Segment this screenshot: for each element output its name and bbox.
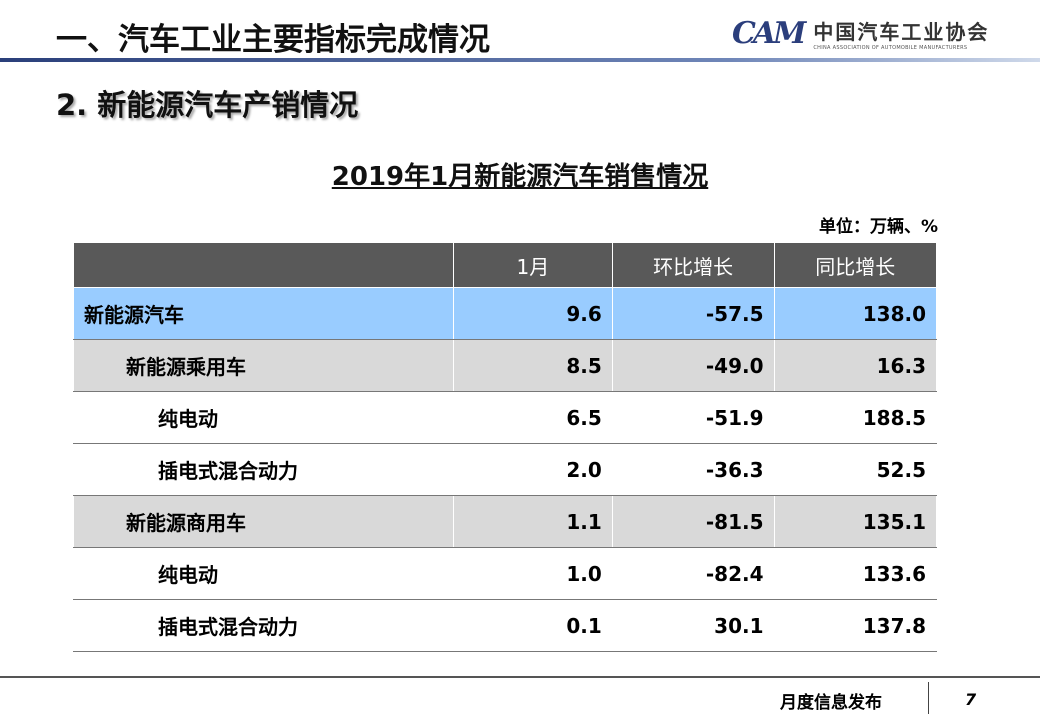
cell-value: 133.6 [773, 547, 938, 600]
column-header [73, 242, 454, 288]
cell-value: 138.0 [773, 287, 938, 340]
cell-value: 2.0 [452, 443, 613, 496]
unit-label: 单位：万辆、% [818, 217, 938, 237]
cell-value: 30.1 [611, 599, 775, 652]
cell-value: 8.5 [452, 339, 613, 392]
page-number: 7 [965, 690, 977, 709]
cell-value: 16.3 [773, 339, 938, 392]
row-label: 新能源汽车 [73, 287, 454, 340]
column-header: 同比增长 [773, 242, 938, 288]
table-row: 新能源乘用车 8.5 -49.0 16.3 [73, 339, 938, 392]
cell-value: 188.5 [773, 391, 938, 444]
column-header: 环比增长 [611, 242, 775, 288]
row-label: 新能源乘用车 [73, 339, 454, 392]
cell-value: -81.5 [611, 495, 775, 548]
row-label: 插电式混合动力 [73, 443, 454, 496]
logo-mark-icon: CAM [732, 16, 806, 51]
caam-logo: CAM 中国汽车工业协会 CHINA ASSOCIATION OF AUTOMO… [732, 16, 989, 51]
table-row: 插电式混合动力 2.0 -36.3 52.5 [73, 443, 938, 496]
cell-value: 135.1 [773, 495, 938, 548]
slide-subtitle: 2. 新能源汽车产销情况 [56, 88, 359, 122]
row-label: 插电式混合动力 [73, 599, 454, 652]
cell-value: -49.0 [611, 339, 775, 392]
row-label: 纯电动 [73, 391, 454, 444]
cell-value: 0.1 [452, 599, 613, 652]
slide-section-title: 一、汽车工业主要指标完成情况 [56, 22, 490, 58]
footer-divider [0, 676, 1040, 678]
table-row: 新能源商用车 1.1 -81.5 135.1 [73, 495, 938, 548]
logo-cn: 中国汽车工业协会 [813, 20, 990, 44]
cell-value: 6.5 [452, 391, 613, 444]
cell-value: 52.5 [773, 443, 938, 496]
header-divider [0, 58, 1040, 62]
footer-label: 月度信息发布 [780, 693, 882, 713]
cell-value: -51.9 [611, 391, 775, 444]
table-row: 纯电动 6.5 -51.9 188.5 [73, 391, 938, 444]
cell-value: 9.6 [452, 287, 613, 340]
cell-value: -36.3 [611, 443, 775, 496]
logo-en: CHINA ASSOCIATION OF AUTOMOBILE MANUFACT… [813, 45, 968, 51]
cell-value: 1.0 [452, 547, 613, 600]
row-label: 纯电动 [73, 547, 454, 600]
table-row: 纯电动 1.0 -82.4 133.6 [73, 547, 938, 600]
sales-table: 1月 环比增长 同比增长 新能源汽车 9.6 -57.5 138.0 新能源乘用车 8.5… [73, 242, 938, 652]
row-label: 新能源商用车 [73, 495, 454, 548]
cell-value: -57.5 [611, 287, 775, 340]
table-title: 2019年1月新能源汽车销售情况 [331, 162, 709, 192]
cell-value: 137.8 [773, 599, 938, 652]
column-header: 1月 [452, 242, 613, 288]
table-header-row: 1月 环比增长 同比增长 [73, 242, 938, 288]
table-row: 插电式混合动力 0.1 30.1 137.8 [73, 599, 938, 652]
footer-separator [928, 682, 929, 714]
cell-value: -82.4 [611, 547, 775, 600]
table-row: 新能源汽车 9.6 -57.5 138.0 [73, 287, 938, 340]
cell-value: 1.1 [452, 495, 613, 548]
